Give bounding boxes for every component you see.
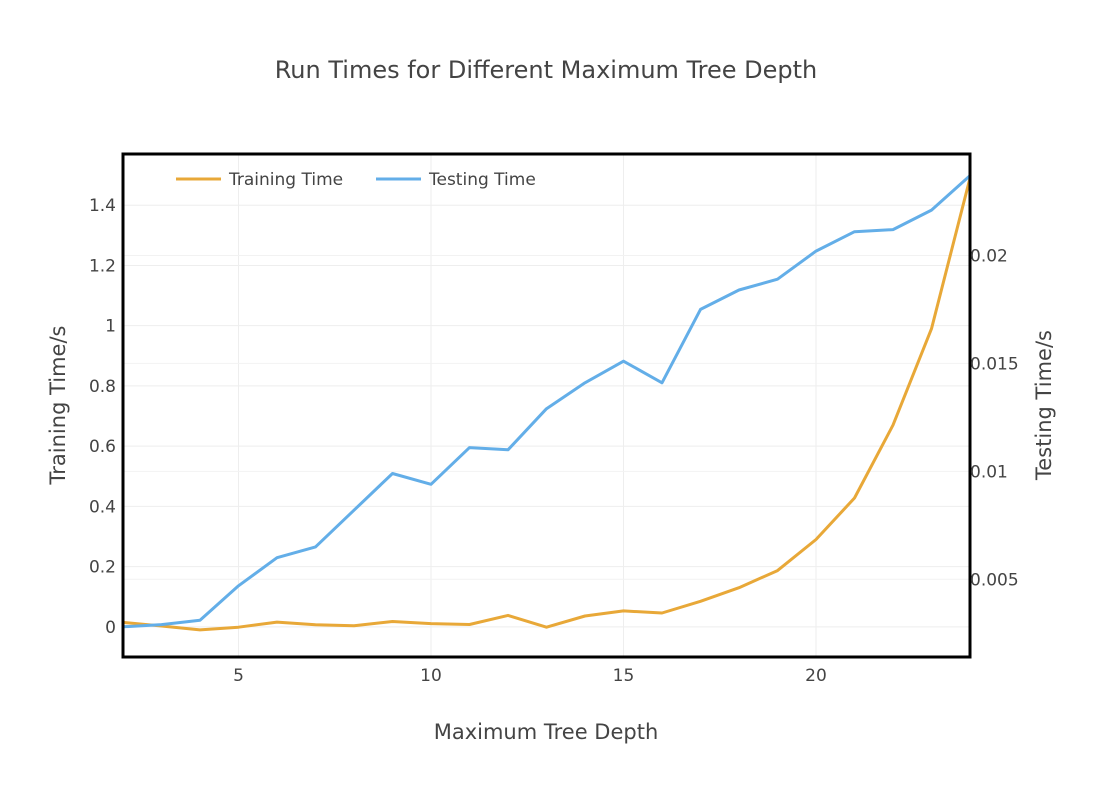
x-axis-title: Maximum Tree Depth	[434, 720, 659, 744]
y2-tick-label: 0.015	[970, 354, 1019, 374]
series-line-testing-time	[121, 174, 972, 629]
y-tick-label: 1.2	[89, 256, 116, 276]
y-tick-label: 1.4	[89, 196, 116, 216]
series-layer	[121, 174, 972, 632]
y-tick-label: 0.8	[89, 377, 116, 397]
y-tick-label: 0.2	[89, 558, 116, 578]
grid-layer	[123, 154, 970, 657]
y-tick-label: 0	[105, 618, 116, 638]
chart-title: Run Times for Different Maximum Tree Dep…	[275, 56, 818, 84]
series-line-training-time	[121, 176, 972, 632]
y2-axis-title: Testing Time/s	[1032, 330, 1056, 481]
legend: Training Time Testing Time	[176, 170, 536, 190]
y2-tick-label: 0.02	[970, 246, 1008, 266]
y2-tick-label: 0.005	[970, 570, 1019, 590]
x-tick-label: 10	[420, 666, 442, 686]
y2-tick-label: 0.01	[970, 462, 1008, 482]
y-tick-label: 1	[105, 317, 116, 337]
x-tick-label: 5	[233, 666, 244, 686]
y-tick-label: 0.6	[89, 437, 116, 457]
y-tick-label: 0.4	[89, 497, 116, 517]
x-tick-label: 15	[613, 666, 635, 686]
x-tick-label: 20	[805, 666, 827, 686]
legend-label-training-time: Training Time	[228, 170, 343, 190]
y-axis-title: Training Time/s	[46, 326, 70, 486]
legend-label-testing-time: Testing Time	[428, 170, 536, 190]
plot-frame	[121, 152, 972, 659]
tick-layer: 5 10 15 20 0 0.2 0.4 0.6 0.8 1 1.2 1.4 0.005 0.01 0.01…	[89, 196, 1019, 686]
